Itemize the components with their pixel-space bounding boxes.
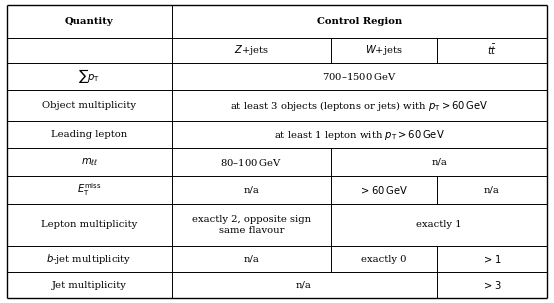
Text: 700–1500$\,$GeV: 700–1500$\,$GeV bbox=[322, 71, 397, 82]
Text: $>60\,\mathrm{GeV}$: $>60\,\mathrm{GeV}$ bbox=[359, 184, 408, 196]
Text: n/a: n/a bbox=[431, 158, 447, 167]
Text: at least 3 objects (leptons or jets) with $p_{\mathrm{T}} > 60\,\mathrm{GeV}$: at least 3 objects (leptons or jets) wit… bbox=[230, 98, 489, 113]
Text: exactly 2, opposite sign
same flavour: exactly 2, opposite sign same flavour bbox=[192, 215, 311, 235]
Text: $Z$+jets: $Z$+jets bbox=[234, 43, 269, 57]
Text: $\sum p_{\mathrm{T}}$: $\sum p_{\mathrm{T}}$ bbox=[78, 68, 100, 85]
Text: n/a: n/a bbox=[484, 185, 500, 194]
Text: Object multiplicity: Object multiplicity bbox=[42, 101, 136, 110]
Text: n/a: n/a bbox=[243, 255, 259, 264]
Text: Quantity: Quantity bbox=[65, 17, 114, 25]
Text: $t\bar{t}$: $t\bar{t}$ bbox=[487, 43, 497, 57]
Text: $>1$: $>1$ bbox=[482, 253, 502, 265]
Text: $b$-jet multiplicity: $b$-jet multiplicity bbox=[47, 252, 132, 266]
Text: n/a: n/a bbox=[243, 185, 259, 194]
Text: $>3$: $>3$ bbox=[482, 279, 502, 291]
Text: Jet multiplicity: Jet multiplicity bbox=[52, 281, 126, 290]
Text: $m_{\ell\ell}$: $m_{\ell\ell}$ bbox=[80, 156, 98, 168]
Text: $E_{\mathrm{T}}^{\mathrm{miss}}$: $E_{\mathrm{T}}^{\mathrm{miss}}$ bbox=[77, 181, 101, 198]
Text: $W$+jets: $W$+jets bbox=[365, 43, 403, 57]
Text: 80–100$\,$GeV: 80–100$\,$GeV bbox=[220, 157, 282, 168]
Text: at least 1 lepton with $p_{\mathrm{T}} > 60\,\mathrm{GeV}$: at least 1 lepton with $p_{\mathrm{T}} >… bbox=[274, 128, 445, 142]
Text: exactly 0: exactly 0 bbox=[361, 255, 407, 264]
Text: Lepton multiplicity: Lepton multiplicity bbox=[41, 221, 137, 229]
Text: Control Region: Control Region bbox=[317, 17, 402, 25]
Text: Leading lepton: Leading lepton bbox=[51, 130, 127, 139]
Text: n/a: n/a bbox=[296, 281, 312, 290]
Text: exactly 1: exactly 1 bbox=[417, 221, 462, 229]
